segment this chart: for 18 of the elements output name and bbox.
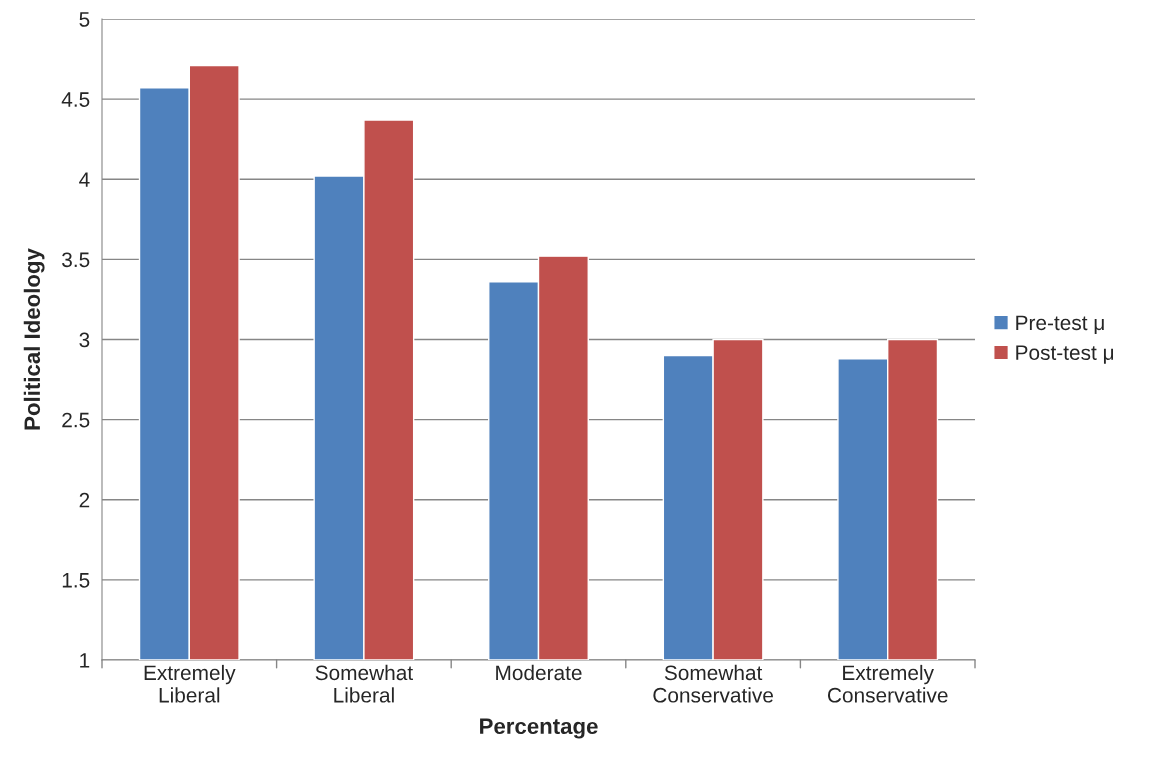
y-tick-label: 1 <box>80 653 90 668</box>
y-tick-label: 2.5 <box>62 412 90 428</box>
y-tick-label: 5 <box>79 12 90 27</box>
x-tick-label: Extremely Conservative <box>827 664 948 703</box>
x-tick-label: Somewhat Liberal <box>315 664 413 703</box>
y-tick-label: 4.5 <box>61 92 90 107</box>
y-axis-title: Political Ideology <box>23 248 45 430</box>
x-tick-label: Extremely Liberal <box>144 664 236 703</box>
x-tick-label: Somewhat Conservative <box>653 664 773 703</box>
x-axis-title: Percentage <box>480 718 598 739</box>
x-tick-label: Moderate <box>496 664 582 681</box>
legend-label: Post-test μ <box>1016 345 1114 364</box>
y-tick-label: 4 <box>79 172 90 187</box>
legend-label: Pre-test μ <box>1016 315 1104 334</box>
y-tick-label: 2 <box>79 492 90 508</box>
y-tick-label: 3 <box>79 332 90 348</box>
y-tick-label: 1.5 <box>62 573 90 588</box>
y-tick-label: 3.5 <box>62 252 90 268</box>
